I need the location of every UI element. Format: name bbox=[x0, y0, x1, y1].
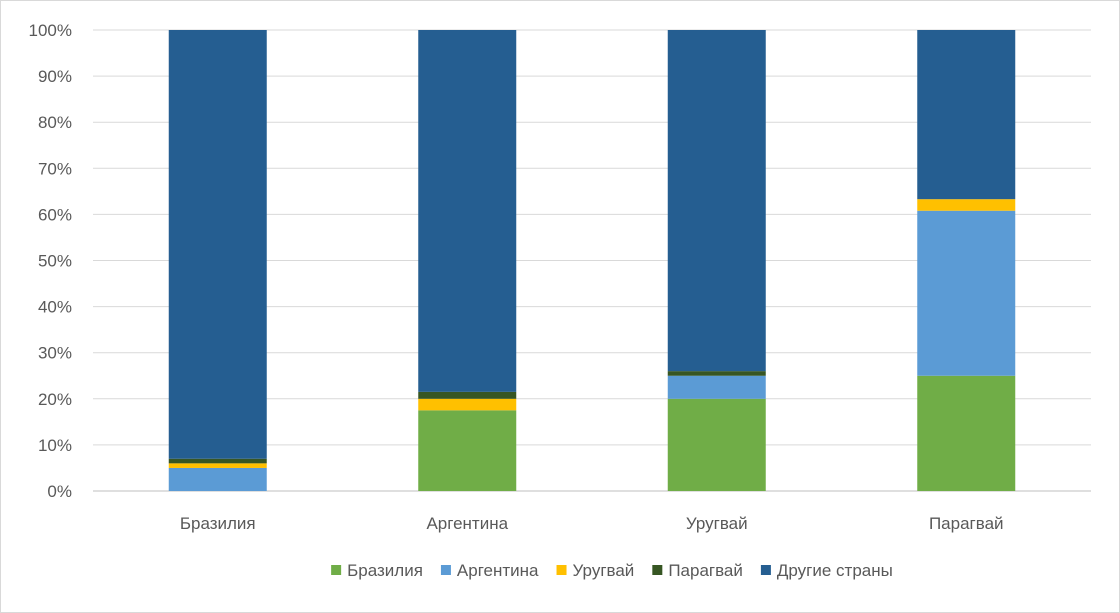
x-category-label: Уругвай bbox=[686, 514, 748, 533]
x-category-label: Бразилия bbox=[180, 514, 256, 533]
bar-segment bbox=[917, 210, 1016, 376]
x-category-label: Аргентина bbox=[426, 514, 508, 533]
bar-segment bbox=[418, 30, 517, 392]
legend-swatch bbox=[556, 565, 567, 575]
bar-segment bbox=[667, 398, 766, 491]
bar-segment bbox=[418, 398, 517, 411]
bar-segment bbox=[168, 463, 267, 468]
bar-segment bbox=[917, 375, 1016, 491]
bar-segment bbox=[168, 30, 267, 459]
y-tick-label: 20% bbox=[38, 390, 72, 409]
legend-label: Парагвай bbox=[668, 561, 743, 580]
bar-segment bbox=[667, 375, 766, 399]
y-tick-label: 80% bbox=[38, 113, 72, 132]
legend: Бразилия Аргентина Уругвай Парагвай Другие с… bbox=[331, 561, 893, 580]
legend-label: Уругвай bbox=[573, 561, 635, 580]
y-tick-label: 10% bbox=[38, 436, 72, 455]
y-tick-label: 70% bbox=[38, 159, 72, 178]
legend-swatch bbox=[440, 565, 451, 575]
legend-label: Бразилия bbox=[347, 561, 423, 580]
y-tick-label: 100% bbox=[29, 21, 72, 40]
bar-segment bbox=[418, 391, 517, 399]
bar-segment bbox=[168, 467, 267, 491]
legend-swatch bbox=[652, 565, 663, 575]
x-axis-categories: Бразилия Аргентина Уругвай Парагвай bbox=[180, 514, 1004, 533]
bar-segment bbox=[667, 371, 766, 376]
y-tick-label: 60% bbox=[38, 205, 72, 224]
y-tick-label: 40% bbox=[38, 298, 72, 317]
legend-label: Аргентина bbox=[457, 561, 539, 580]
bar-segment bbox=[667, 30, 766, 372]
bar-segment bbox=[917, 30, 1016, 200]
y-tick-label: 50% bbox=[38, 252, 72, 271]
legend-swatch bbox=[331, 565, 342, 575]
bar-segment bbox=[917, 199, 1016, 211]
bar-segment bbox=[418, 410, 517, 491]
y-tick-label: 90% bbox=[38, 67, 72, 86]
bars bbox=[168, 30, 1016, 491]
y-axis-ticks: 0% 10% 20% 30% 40% 50% 60% 70% 80% 90% 100% bbox=[29, 21, 72, 501]
y-tick-label: 30% bbox=[38, 344, 72, 363]
x-category-label: Парагвай bbox=[929, 514, 1004, 533]
bar-segment bbox=[168, 458, 267, 464]
y-tick-label: 0% bbox=[47, 482, 72, 501]
legend-label: Другие страны bbox=[777, 561, 893, 580]
legend-swatch bbox=[760, 565, 771, 575]
